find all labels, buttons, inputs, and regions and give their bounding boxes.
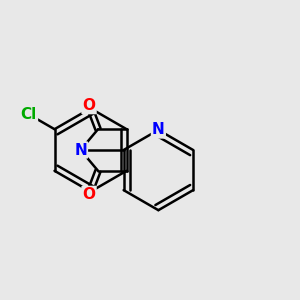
Text: N: N <box>152 122 165 137</box>
Text: O: O <box>82 98 95 113</box>
Text: N: N <box>74 142 87 158</box>
Text: Cl: Cl <box>21 107 37 122</box>
Text: O: O <box>82 187 95 202</box>
